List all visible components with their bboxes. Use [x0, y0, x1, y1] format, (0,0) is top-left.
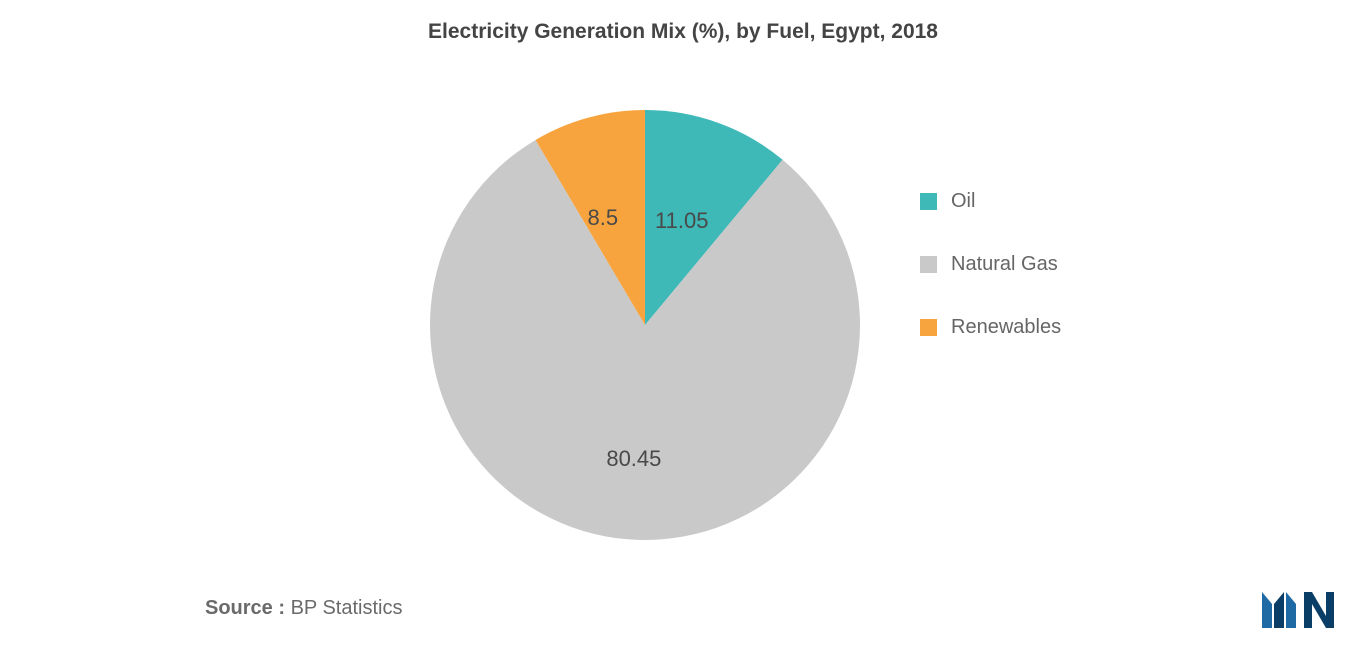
brand-logo-svg — [1260, 582, 1338, 630]
chart-area: 11.05 80.45 8.5 Oil Natural Gas Renewables — [0, 90, 1366, 570]
pie-slice-label-renewables: 8.5 — [587, 205, 618, 231]
legend-swatch-icon — [920, 319, 937, 336]
chart-title: Electricity Generation Mix (%), by Fuel,… — [0, 20, 1366, 44]
legend-swatch-icon — [920, 193, 937, 210]
legend-item-natural-gas: Natural Gas — [920, 253, 1061, 276]
logo-n-icon — [1304, 592, 1334, 628]
legend-item-renewables: Renewables — [920, 316, 1061, 339]
legend-label: Natural Gas — [951, 253, 1058, 276]
source-value: BP Statistics — [285, 597, 402, 619]
source-label: Source : — [205, 597, 285, 619]
pie-holder: 11.05 80.45 8.5 — [430, 110, 860, 540]
legend-item-oil: Oil — [920, 190, 1061, 213]
pie-slices — [430, 110, 860, 540]
legend-label: Oil — [951, 190, 975, 213]
chart-root: Electricity Generation Mix (%), by Fuel,… — [0, 0, 1366, 655]
brand-logo — [1260, 582, 1338, 635]
pie-svg — [430, 110, 860, 540]
legend-swatch-icon — [920, 256, 937, 273]
pie-slice-label-natural-gas: 80.45 — [606, 446, 661, 472]
legend: Oil Natural Gas Renewables — [920, 190, 1061, 379]
pie-slice-label-oil: 11.05 — [655, 208, 708, 234]
legend-label: Renewables — [951, 316, 1061, 339]
logo-m-icon — [1262, 592, 1296, 628]
source-line: Source : BP Statistics — [205, 597, 402, 620]
